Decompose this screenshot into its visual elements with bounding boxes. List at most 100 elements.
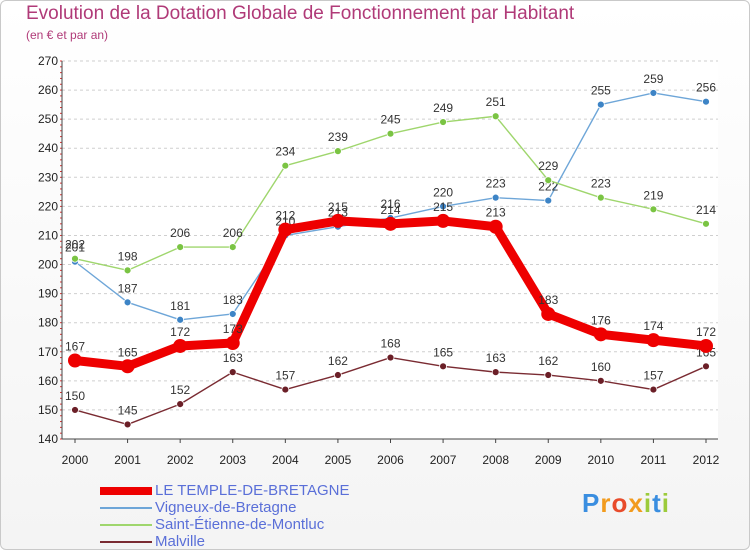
data-label: 256 <box>696 81 716 95</box>
logo-letter: r <box>600 488 612 518</box>
y-tick-label: 270 <box>38 54 58 68</box>
data-label: 215 <box>433 200 453 214</box>
logo-letter: i <box>661 488 670 518</box>
data-point <box>123 298 132 307</box>
legend-swatch-malville <box>100 541 152 543</box>
y-tick-label: 170 <box>38 345 58 359</box>
data-point <box>281 161 290 170</box>
x-tick-label: 2008 <box>482 453 509 467</box>
x-tick-label: 2012 <box>693 453 720 467</box>
data-label: 160 <box>591 360 611 374</box>
data-label: 219 <box>643 188 663 202</box>
data-label: 183 <box>223 293 243 307</box>
data-label: 162 <box>538 354 558 368</box>
data-label: 223 <box>486 177 506 191</box>
legend-swatch-saint-etienne <box>100 524 152 526</box>
data-label: 223 <box>591 177 611 191</box>
data-label: 152 <box>170 383 190 397</box>
data-point <box>330 213 345 228</box>
data-point <box>383 216 398 231</box>
data-label: 183 <box>538 293 558 307</box>
data-point <box>176 243 185 251</box>
x-tick-label: 2004 <box>272 453 299 467</box>
legend-label-malville: Malville <box>155 533 206 550</box>
data-point <box>544 371 553 379</box>
data-point <box>71 254 79 263</box>
data-label: 212 <box>275 209 295 223</box>
data-point <box>702 219 710 228</box>
x-tick-label: 2009 <box>535 453 562 467</box>
data-label: 167 <box>65 339 85 353</box>
data-point <box>596 376 605 385</box>
data-label: 173 <box>223 322 243 336</box>
chart-title: Evolution de la Dotation Globale de Fonc… <box>26 3 575 24</box>
y-tick-label: 250 <box>38 112 58 126</box>
data-point <box>68 353 82 368</box>
y-tick-label: 260 <box>38 83 58 97</box>
data-label: 222 <box>538 180 558 194</box>
logo-letter: i <box>643 488 653 518</box>
data-label: 157 <box>643 369 663 383</box>
data-label: 174 <box>643 319 663 333</box>
data-label: 249 <box>433 101 453 115</box>
data-point <box>334 371 342 379</box>
legend-swatch-vigneux <box>100 507 152 509</box>
data-point <box>491 112 500 121</box>
data-label: 163 <box>223 351 243 365</box>
data-label: 216 <box>380 197 400 211</box>
x-tick-label: 2011 <box>641 453 667 467</box>
data-point <box>702 97 710 106</box>
data-label: 215 <box>328 200 348 214</box>
data-label: 214 <box>380 203 400 217</box>
data-label: 168 <box>380 337 400 351</box>
data-point <box>649 205 658 214</box>
data-label: 220 <box>433 185 453 199</box>
data-point <box>488 219 503 234</box>
y-tick-label: 180 <box>38 316 58 330</box>
data-point <box>649 385 658 394</box>
y-tick-label: 160 <box>38 374 58 388</box>
data-point <box>439 118 447 126</box>
y-tick-label: 200 <box>38 258 58 272</box>
data-point <box>646 333 661 348</box>
data-point <box>228 243 237 251</box>
data-point <box>123 420 132 429</box>
data-label: 239 <box>328 130 348 144</box>
data-label: 181 <box>170 299 190 313</box>
data-label: 162 <box>328 354 348 368</box>
data-point <box>386 129 395 138</box>
data-point <box>491 193 500 202</box>
data-label: 255 <box>591 84 611 98</box>
logo-letter: P <box>582 488 601 518</box>
data-label: 176 <box>591 313 611 327</box>
data-point <box>123 266 132 275</box>
data-label: 165 <box>118 345 138 359</box>
proxiti-logo: Proxiti <box>582 488 670 519</box>
y-tick-label: 210 <box>38 228 58 242</box>
data-label: 198 <box>118 249 138 263</box>
data-point <box>439 362 447 371</box>
y-tick-label: 230 <box>38 170 58 184</box>
y-tick-label: 220 <box>38 199 58 213</box>
data-point <box>281 385 290 394</box>
data-point <box>120 359 135 374</box>
data-label: 202 <box>65 238 85 252</box>
x-tick-label: 2001 <box>114 453 141 467</box>
x-tick-label: 2000 <box>62 453 89 467</box>
data-point <box>541 306 556 321</box>
data-point <box>649 89 658 97</box>
data-point <box>544 196 553 205</box>
data-label: 213 <box>486 206 506 220</box>
data-label: 251 <box>486 95 506 109</box>
legend-label-saint-etienne: Saint-Étienne-de-Montluc <box>155 516 325 533</box>
data-label: 163 <box>486 351 506 365</box>
data-point <box>176 400 185 409</box>
data-label: 229 <box>538 159 558 173</box>
data-label: 172 <box>696 325 716 339</box>
data-point <box>702 362 710 371</box>
data-label: 201 <box>65 241 85 255</box>
data-point <box>491 368 500 377</box>
data-label: 165 <box>433 345 453 359</box>
x-tick-label: 2003 <box>219 453 246 467</box>
